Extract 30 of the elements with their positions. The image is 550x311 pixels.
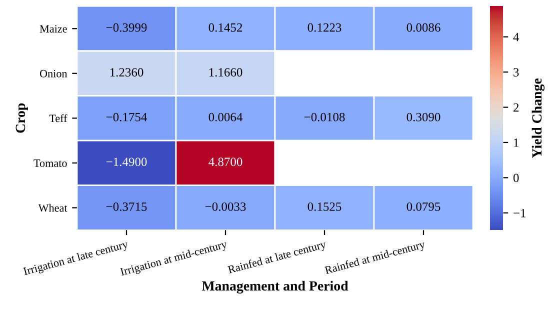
data-label: −0.0033 bbox=[205, 202, 246, 211]
color-bar-label: 3 bbox=[514, 68, 519, 77]
color-bar-label: 4 bbox=[513, 32, 520, 42]
color-bar-label: 1 bbox=[514, 138, 518, 147]
color-bar-label: 2 bbox=[514, 103, 519, 112]
data-label: 0.0795 bbox=[406, 202, 440, 211]
data-label: 0.3090 bbox=[406, 112, 440, 122]
data-label: 1.1660 bbox=[209, 68, 242, 77]
x-axis-title: Management and Period bbox=[202, 280, 348, 294]
y-tick-label: Wheat bbox=[38, 204, 68, 212]
data-label: 0.1223 bbox=[308, 23, 342, 32]
data-label: 0.1525 bbox=[308, 202, 342, 211]
data-label: −0.1754 bbox=[106, 112, 148, 122]
y-tick-label: Onion bbox=[40, 70, 68, 78]
y-tick-label: Tomato bbox=[34, 160, 67, 167]
data-label: −0.0108 bbox=[304, 112, 345, 122]
data-label: 4.8700 bbox=[208, 158, 242, 166]
data-label: −0.3715 bbox=[106, 202, 147, 211]
data-label: 0.1452 bbox=[208, 23, 242, 32]
y-tick-label: Teff bbox=[49, 114, 68, 122]
data-label: −0.3999 bbox=[106, 23, 147, 32]
color-bar-title: Yield Change bbox=[532, 78, 545, 158]
color-bar-label: 0 bbox=[513, 174, 519, 182]
data-label: 1.2360 bbox=[110, 68, 144, 77]
y-tick-label: Maize bbox=[40, 25, 67, 33]
data-label: 0.0064 bbox=[208, 112, 242, 122]
data-label: −1.4900 bbox=[106, 158, 147, 166]
data-label: 0.0086 bbox=[406, 23, 440, 32]
y-axis-title: Crop bbox=[16, 103, 28, 133]
color-bar-label: −1 bbox=[514, 208, 526, 218]
